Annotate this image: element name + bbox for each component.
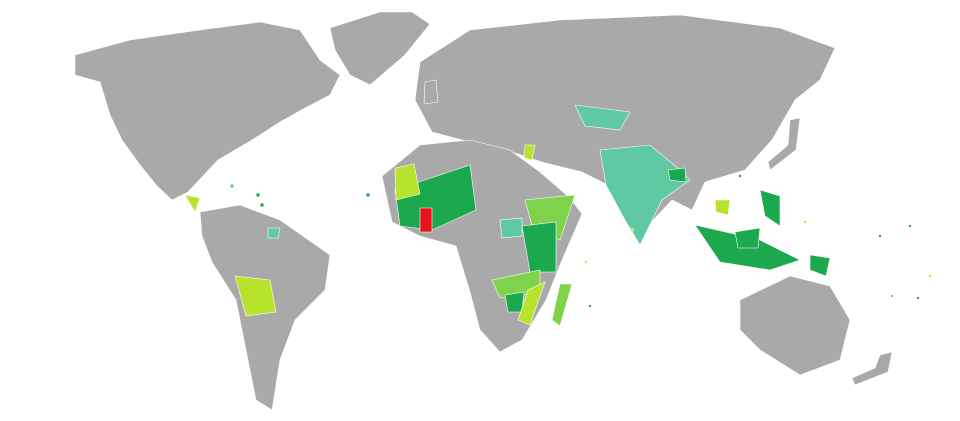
island: [259, 202, 265, 208]
north-america: [74, 21, 341, 201]
island: [255, 192, 261, 198]
island: [908, 224, 912, 228]
island: [229, 183, 235, 189]
region: [184, 194, 201, 213]
australia: [739, 275, 851, 376]
region: [394, 163, 421, 201]
island: [890, 294, 894, 298]
island: [584, 260, 588, 264]
region: [521, 221, 557, 273]
region: [419, 207, 433, 233]
region: [499, 217, 523, 239]
island: [365, 192, 371, 198]
island: [916, 296, 920, 300]
uk: [423, 79, 439, 105]
island: [803, 220, 807, 224]
region: [394, 164, 477, 231]
island: [738, 174, 742, 178]
region: [517, 281, 546, 326]
new-zealand: [851, 351, 893, 386]
greenland: [329, 11, 431, 86]
island: [878, 234, 882, 238]
island: [630, 228, 634, 232]
region: [714, 199, 731, 216]
region: [234, 275, 277, 317]
island: [588, 304, 592, 308]
region: [267, 227, 281, 239]
japan: [767, 117, 801, 171]
region: [809, 254, 831, 277]
region: [551, 283, 573, 327]
island: [928, 274, 932, 278]
region: [523, 144, 536, 161]
region: [574, 104, 631, 131]
region: [667, 167, 687, 183]
region: [759, 189, 781, 227]
region: [504, 291, 525, 313]
region: [599, 144, 691, 246]
region: [734, 227, 761, 249]
highlighted-regions: [184, 104, 932, 327]
